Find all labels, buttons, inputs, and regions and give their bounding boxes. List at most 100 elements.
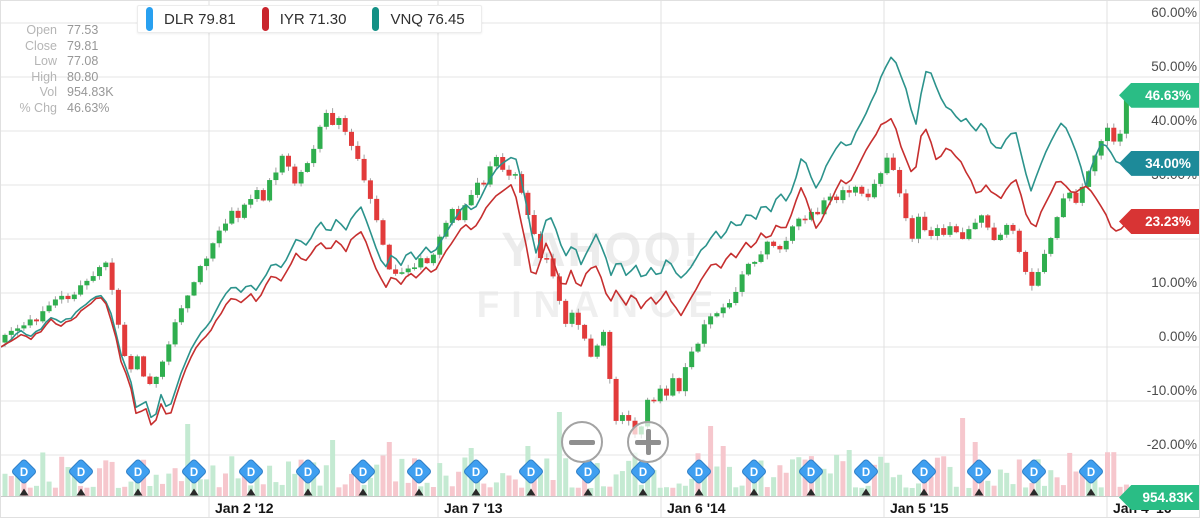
dividend-letter: D [1030,467,1038,479]
volume-bar [336,487,342,496]
dividend-letter: D [695,467,703,479]
x-tick-label: Jan 2 '12 [215,500,274,516]
x-tick-label: Jan 5 '15 [890,500,949,516]
dividend-marker[interactable]: D [295,459,320,484]
candle-body [1029,271,1035,286]
candle-body [1035,272,1041,286]
volume-bar [1067,452,1073,496]
volume-bar [115,487,121,496]
dividend-marker[interactable]: D [630,459,655,484]
legend-item-iyr[interactable]: IYR 71.30 [261,7,346,31]
volume-bar [764,487,770,496]
candle-body [430,254,436,264]
dividend-diamond-icon [69,459,93,484]
dividend-marker[interactable]: D [406,459,431,484]
volume-bar [853,487,858,496]
candle-body [481,182,487,185]
volume-bar [1079,474,1085,496]
minus-icon [569,439,595,445]
candle-body [840,190,846,201]
candle-body [462,205,468,221]
candle-body [1048,238,1054,254]
ohlc-row-high: High 80.80 [9,70,114,86]
dividend-letter: D [975,467,983,479]
axis-tick-triangle-icon [974,488,984,496]
volume-bar [884,462,890,496]
legend-item-dlr[interactable]: DLR 79.81 [146,7,236,31]
volume-bar [1029,483,1035,496]
volume-bar [815,475,821,496]
candle-body [651,399,657,402]
volume-bar [1098,487,1104,496]
volume-bar [651,470,657,496]
volume-bar [493,482,499,496]
dividend-marker[interactable]: D [575,459,600,484]
last-value-badge-volume: 954.83K [1119,485,1199,510]
volume-bar [997,469,1003,496]
dividend-marker[interactable]: D [1021,459,1046,484]
volume-bar [1023,487,1029,496]
volume-bar [399,458,405,496]
candle-body [739,274,745,292]
volume-bar [2,473,8,496]
legend-item-vnq[interactable]: VNQ 76.45 [372,7,465,31]
dividend-marker[interactable]: D [181,459,206,484]
dividend-marker[interactable]: D [238,459,263,484]
candle-body [865,193,871,198]
volume-bar [1010,484,1016,496]
volume-bar [966,487,972,496]
volume-bar [544,458,550,496]
volume-bar [462,457,468,496]
dividend-marker[interactable]: D [911,459,936,484]
dividend-diamond-icon [576,459,600,484]
dividend-marker[interactable]: D [853,459,878,484]
volume-bar [1073,471,1079,496]
dividend-marker[interactable]: D [125,459,150,484]
volume-bar [645,469,651,496]
axis-tick-triangle-icon [526,488,536,496]
volume-bar [588,487,594,496]
dividend-marker[interactable]: D [463,459,488,484]
candle-body [27,319,33,326]
dividend-letter: D [1087,467,1095,479]
dividend-letter: D [750,467,758,479]
candle-body [286,155,291,167]
dividend-diamond-icon [407,459,431,484]
dividend-diamond-icon [912,459,936,484]
volume-bar [166,473,172,496]
dividend-marker[interactable]: D [798,459,823,484]
dividend-marker[interactable]: D [1078,459,1103,484]
dividend-marker[interactable]: D [686,459,711,484]
dividend-letter: D [190,467,198,479]
dividend-marker[interactable]: D [350,459,375,484]
volume-bar [97,468,102,496]
candle-body [267,180,273,201]
volume-bar [878,456,884,496]
volume-bar [367,477,373,496]
volume-bar [279,484,285,496]
dividend-marker[interactable]: D [518,459,543,484]
candle-body [1060,198,1066,218]
dividend-marker[interactable]: D [966,459,991,484]
ohlc-label: High [31,69,57,84]
candle-body [393,269,399,274]
volume-bar [909,487,915,496]
dividend-marker[interactable]: D [11,459,36,484]
dividend-letter: D [20,467,28,479]
volume-bar [538,474,543,496]
volume-bar [550,480,556,496]
zoom-in-button[interactable] [627,421,669,463]
zoom-out-button[interactable] [561,421,603,463]
candle-body [682,367,688,392]
volume-bar [657,487,663,496]
candle-body [323,112,329,127]
candle-body [84,280,90,286]
candle-body [764,241,770,255]
candle-body [166,344,172,362]
dividend-marker[interactable]: D [68,459,93,484]
dividend-marker[interactable]: D [741,459,766,484]
volume-bar [65,467,71,496]
ohlc-row-vol: Vol 954.83K [9,85,114,101]
volume-bar [701,473,707,496]
